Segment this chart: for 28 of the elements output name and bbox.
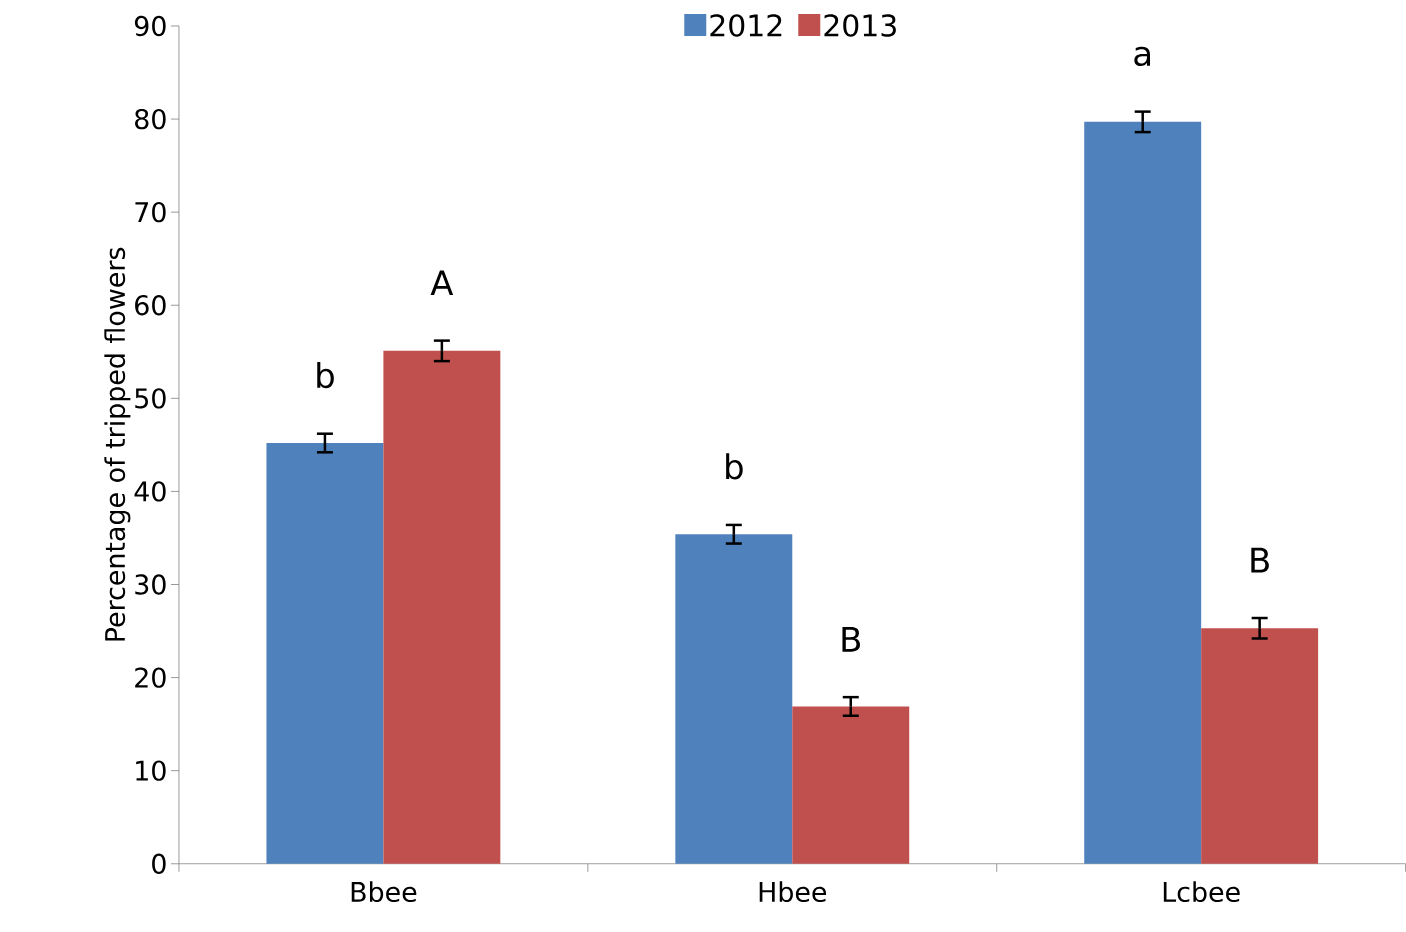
x-tick-label: Hbee bbox=[759, 881, 827, 903]
y-tick-label: 20 bbox=[135, 667, 166, 688]
y-tick-label: 90 bbox=[134, 15, 166, 37]
legend-label: 2012 bbox=[710, 14, 782, 37]
y-tick-label: 70 bbox=[135, 202, 166, 223]
data-label: A bbox=[430, 270, 454, 296]
data-label: B bbox=[842, 627, 860, 652]
bar bbox=[792, 706, 910, 864]
bar bbox=[1084, 121, 1202, 864]
x-tick-label: Lcbee bbox=[1163, 881, 1240, 903]
y-tick-label: 10 bbox=[136, 760, 166, 781]
bar bbox=[383, 350, 501, 864]
y-tick-label: 50 bbox=[135, 388, 166, 409]
y-tick-label: 80 bbox=[135, 109, 166, 130]
data-label: B bbox=[1251, 547, 1269, 573]
bar bbox=[675, 534, 793, 864]
data-label: b bbox=[317, 362, 334, 389]
bar bbox=[1201, 628, 1319, 864]
y-axis-title: Percentage of tripped flowers bbox=[104, 247, 131, 641]
x-tick-label: Bbee bbox=[351, 881, 417, 903]
data-label: b bbox=[726, 453, 743, 480]
data-label: a bbox=[1134, 46, 1151, 67]
y-tick-label: 60 bbox=[135, 295, 166, 316]
y-tick-label: 40 bbox=[134, 481, 166, 502]
bar bbox=[266, 443, 384, 864]
legend-label: 2013 bbox=[824, 14, 896, 37]
y-tick-label: 30 bbox=[135, 574, 166, 595]
y-tick-label: 0 bbox=[152, 853, 166, 875]
